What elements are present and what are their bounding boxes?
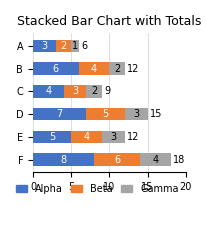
Bar: [124, 108, 147, 121]
Text: 2: 2: [60, 41, 66, 51]
Text: 12: 12: [126, 132, 139, 142]
Text: 7: 7: [56, 109, 63, 119]
Bar: [33, 153, 94, 166]
Text: 3: 3: [71, 87, 78, 96]
Bar: [63, 85, 86, 98]
Text: 4: 4: [83, 132, 89, 142]
Bar: [109, 62, 124, 75]
Text: 6: 6: [53, 64, 59, 74]
Text: 8: 8: [60, 155, 66, 165]
Text: 1: 1: [71, 41, 78, 51]
Text: 3: 3: [41, 41, 47, 51]
Text: 12: 12: [126, 64, 139, 74]
Text: 2: 2: [113, 64, 119, 74]
Bar: [94, 153, 139, 166]
Bar: [33, 108, 86, 121]
Title: Stacked Bar Chart with Totals: Stacked Bar Chart with Totals: [17, 15, 201, 28]
Bar: [86, 85, 101, 98]
Bar: [56, 40, 71, 52]
Text: 15: 15: [149, 109, 162, 119]
Text: 3: 3: [110, 132, 116, 142]
Bar: [33, 62, 78, 75]
Text: 6: 6: [81, 41, 87, 51]
Text: 5: 5: [49, 132, 55, 142]
Text: 5: 5: [102, 109, 108, 119]
Text: 4: 4: [91, 64, 97, 74]
Bar: [139, 153, 170, 166]
Bar: [101, 131, 124, 143]
Text: 6: 6: [114, 155, 119, 165]
Bar: [71, 40, 78, 52]
Bar: [33, 40, 56, 52]
Text: 4: 4: [151, 155, 158, 165]
Bar: [78, 62, 109, 75]
Bar: [33, 131, 71, 143]
Bar: [86, 108, 124, 121]
Legend: Alpha, Beta, Gamma: Alpha, Beta, Gamma: [12, 180, 182, 198]
Bar: [71, 131, 101, 143]
Text: 18: 18: [172, 155, 184, 165]
Bar: [33, 85, 63, 98]
Text: 3: 3: [132, 109, 138, 119]
Text: 4: 4: [45, 87, 51, 96]
Text: 2: 2: [90, 87, 97, 96]
Text: 9: 9: [104, 87, 110, 96]
